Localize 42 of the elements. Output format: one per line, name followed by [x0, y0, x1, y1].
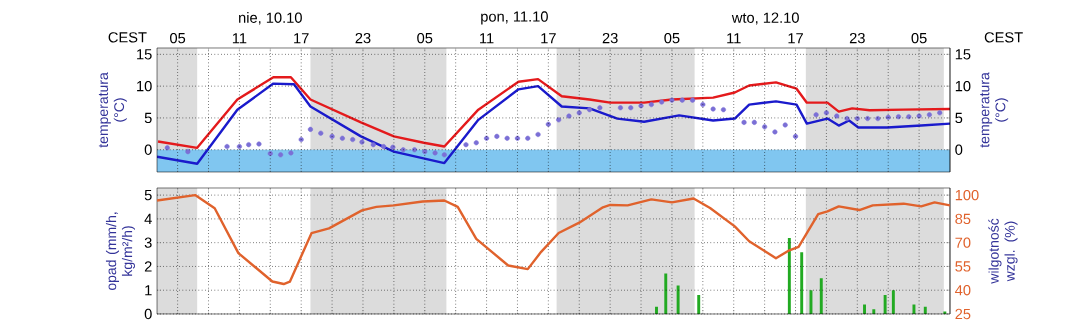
x-tick-label: 17 [541, 33, 556, 44]
y2-tick-label: 55 [955, 261, 971, 272]
text: CEST [984, 32, 1023, 43]
y-axis-title: temperatura (°C) [98, 72, 127, 148]
x-tick-label: 11 [480, 33, 494, 44]
y-tick-label: 2 [144, 261, 152, 272]
x-tick-label: 05 [417, 32, 433, 44]
y-tick-label: 0 [144, 144, 152, 155]
y2-tick-label: 100 [955, 189, 979, 201]
y-tick-label: 0 [144, 308, 152, 320]
x-tick-label: 17 [294, 33, 309, 44]
y-tick-label: 10 [137, 80, 152, 92]
y2-tick-label: 15 [955, 49, 971, 60]
y-axis-title: opad (mm/h, kg/m²/h) [105, 212, 135, 291]
x2-tick-label: pon, 11.10 [481, 11, 548, 25]
x2-tick-label: wto, 12.10 [731, 12, 799, 25]
y2-tick-label: 85 [955, 213, 971, 225]
y2-tick-label: 70 [955, 237, 971, 248]
y-tick-label: 5 [144, 112, 152, 124]
x-tick-label: 23 [849, 32, 865, 44]
y-tick-label: 1 [145, 285, 152, 296]
x-tick-label: 17 [788, 33, 803, 44]
x-tick-label: 23 [602, 32, 618, 44]
x-tick-label: 23 [355, 32, 371, 44]
x-tick-label: 05 [911, 32, 927, 44]
y-tick-label: 3 [144, 237, 152, 248]
y2-tick-label: 10 [955, 80, 971, 92]
y-tick-label: 5 [144, 190, 152, 201]
y-tick-label: 4 [144, 213, 152, 224]
y2-tick-label: 5 [955, 112, 963, 124]
x2-tick-label: nie, 10.10 [239, 12, 302, 25]
y2-axis-title: temperatura (°C) [980, 72, 1009, 148]
x-tick-label: 05 [664, 32, 680, 44]
y2-axis-title: wilgotność wzgl. (%) [988, 218, 1018, 284]
x-tick-label: 11 [232, 33, 247, 44]
text: CEST [108, 32, 147, 43]
y2-tick-label: 25 [955, 308, 971, 320]
x-tick-label: 05 [170, 32, 186, 44]
y-tick-label: 15 [137, 49, 152, 60]
y2-tick-label: 40 [955, 285, 971, 296]
x-tick-label: 11 [727, 33, 741, 44]
y2-tick-label: 0 [955, 144, 963, 155]
